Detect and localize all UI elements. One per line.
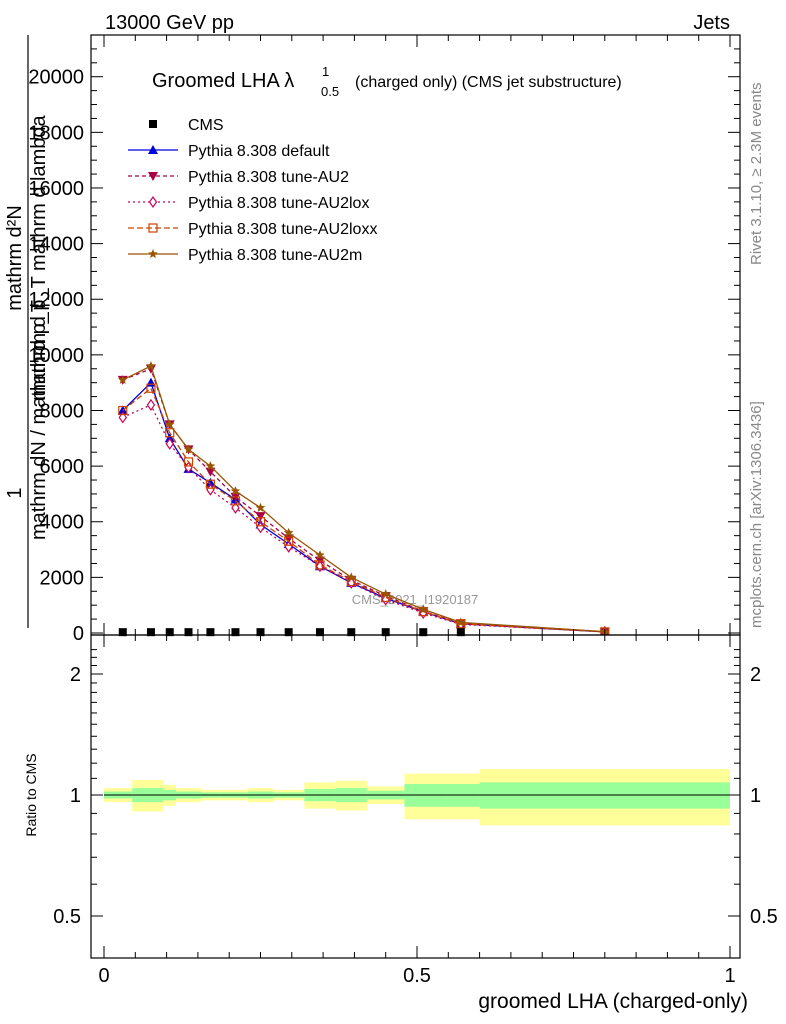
title-main: Groomed LHA λ bbox=[152, 70, 294, 92]
y-tick-label: 14000 bbox=[28, 234, 84, 256]
x-tick-label: 0.5 bbox=[403, 965, 431, 987]
y-tick-label: 6000 bbox=[40, 456, 85, 478]
legend-label: Pythia 8.308 tune-AU2lox bbox=[188, 195, 369, 212]
cms-data-point bbox=[206, 628, 215, 637]
series-4-point bbox=[380, 589, 391, 599]
series-3-point bbox=[255, 517, 266, 527]
y-tick-label: 0 bbox=[73, 623, 84, 645]
series-4-point bbox=[183, 444, 194, 454]
series-line-2 bbox=[122, 404, 605, 633]
legend-marker bbox=[148, 145, 158, 154]
series-1-point bbox=[255, 512, 266, 522]
series-4-point bbox=[146, 361, 156, 370]
series-3-point bbox=[230, 496, 241, 506]
x-tick-label: 0 bbox=[98, 965, 109, 987]
cms-data-point bbox=[347, 628, 356, 637]
legend-label: Pythia 8.308 tune-AU2 bbox=[188, 169, 349, 186]
legend-marker bbox=[149, 120, 157, 128]
cms-data-point bbox=[315, 628, 324, 637]
legend-label: CMS bbox=[188, 117, 224, 134]
rivet-version-text: Rivet 3.1.10, ≥ 2.3M events bbox=[748, 83, 765, 266]
series-4-point bbox=[456, 617, 466, 627]
ratio-tick-label-left: 0.5 bbox=[53, 906, 81, 928]
ratio-plot-frame bbox=[90, 634, 741, 959]
title-superscript: 1 bbox=[322, 64, 329, 79]
ylabel-bottom: mathrm dN / mathrm d p_T bbox=[28, 300, 50, 540]
mcplots-credit-text: mcplots.cern.ch [arXiv:1306.3436] bbox=[748, 401, 765, 628]
legend-marker bbox=[148, 223, 158, 233]
series-3-point bbox=[165, 428, 175, 438]
series-line-4 bbox=[122, 365, 605, 633]
y-tick-label: 20000 bbox=[28, 67, 84, 89]
ratio-tick-label-right: 2 bbox=[750, 664, 761, 686]
axis-tick-labels: 0 2000 4000 6000 8000 10000 12000 14000 16000 180… bbox=[28, 67, 777, 987]
series-4-point bbox=[165, 419, 175, 429]
y-tick-label: 12000 bbox=[28, 289, 84, 311]
y-tick-label: 16000 bbox=[28, 178, 84, 200]
series-layer bbox=[117, 361, 610, 635]
ylabel-one: 1 bbox=[4, 487, 26, 498]
series-4-point bbox=[418, 604, 428, 614]
series-3-point bbox=[118, 405, 128, 416]
legend-label: Pythia 8.308 tune-AU2loxx bbox=[188, 221, 377, 238]
cms-data-point bbox=[184, 628, 193, 637]
series-4-point bbox=[255, 502, 266, 512]
cms-data-point bbox=[165, 628, 174, 637]
axis-ticks bbox=[91, 35, 740, 958]
title-subscript: 0.5 bbox=[321, 84, 339, 99]
cms-data-point bbox=[419, 628, 428, 637]
ylabel-top: mathrm d²N bbox=[4, 205, 26, 311]
x-axis-label: groomed LHA (charged-only) bbox=[478, 990, 748, 1013]
series-4-point bbox=[230, 486, 241, 496]
header-left: 13000 GeV pp bbox=[105, 12, 234, 34]
y-tick-label: 10000 bbox=[28, 345, 84, 367]
cms-data-point bbox=[146, 628, 155, 637]
ratio-tick-label-left: 1 bbox=[70, 785, 81, 807]
legend-label: Pythia 8.308 default bbox=[188, 143, 330, 160]
series-4-point bbox=[205, 461, 216, 471]
legend: CMS Pythia 8.308 default Pythia 8.308 tune… bbox=[128, 117, 377, 264]
series-2-point bbox=[146, 398, 156, 411]
y-tick-label: 4000 bbox=[40, 512, 85, 534]
series-line-3 bbox=[122, 387, 605, 633]
series-3-point bbox=[315, 560, 325, 570]
analysis-watermark: CMS_2021_I1920187 bbox=[352, 592, 479, 607]
series-4-point bbox=[283, 527, 294, 537]
legend-marker bbox=[148, 195, 158, 209]
series-4-point bbox=[118, 374, 128, 384]
x-tick-label: 1 bbox=[724, 965, 735, 987]
series-2-point bbox=[165, 437, 174, 450]
series-3-point bbox=[183, 457, 194, 467]
series-2-point bbox=[284, 540, 293, 553]
series-0-point bbox=[164, 433, 175, 443]
cms-data-point bbox=[231, 628, 240, 637]
header-right: Jets bbox=[693, 12, 730, 34]
ylabel-mid: mathrm d p_T mathrm d lambda bbox=[28, 114, 50, 400]
ratio-bands bbox=[104, 769, 730, 826]
ratio-ylabel: Ratio to CMS bbox=[23, 753, 39, 836]
legend-marker bbox=[148, 172, 158, 181]
title-rest: (charged only) (CMS jet substructure) bbox=[355, 74, 622, 91]
ratio-tick-label-left: 2 bbox=[70, 664, 81, 686]
cms-data-point bbox=[456, 628, 465, 637]
plot-title: Groomed LHA λ 1 0.5 (charged only) (CMS … bbox=[152, 64, 622, 99]
series-4-point bbox=[346, 572, 356, 582]
cms-data-point bbox=[284, 628, 293, 637]
y-tick-label: 18000 bbox=[28, 122, 84, 144]
ratio-tick-label-right: 0.5 bbox=[750, 906, 778, 928]
y-tick-label: 2000 bbox=[40, 567, 85, 589]
y-tick-label: 8000 bbox=[40, 400, 85, 422]
series-3-point bbox=[146, 383, 156, 393]
cms-data-point bbox=[118, 628, 127, 637]
y-axis-label: mathrm d²N mathrm d p_T mathrm d lambda … bbox=[4, 35, 50, 628]
series-0-point bbox=[205, 477, 216, 487]
series-4-point bbox=[315, 550, 325, 560]
series-3-point bbox=[284, 536, 294, 546]
legend-label: Pythia 8.308 tune-AU2m bbox=[188, 247, 362, 264]
series-3-point bbox=[205, 479, 216, 489]
ratio-tick-label-right: 1 bbox=[750, 785, 761, 807]
legend-marker bbox=[148, 249, 158, 258]
